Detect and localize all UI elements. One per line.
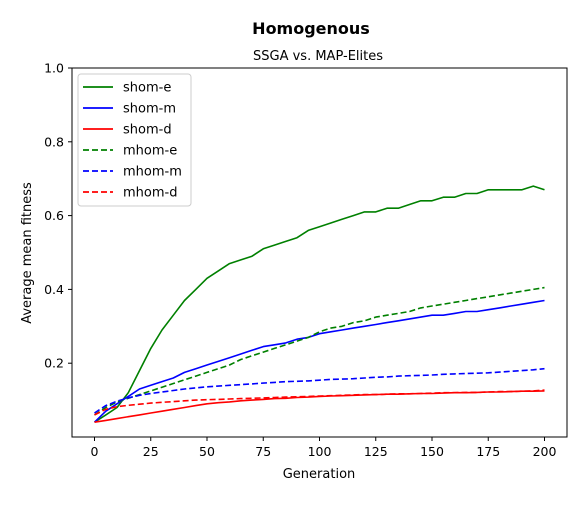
series-line-mhom-d: [94, 389, 545, 416]
series-line-shom-m: [93, 299, 545, 423]
x-axis-label: Generation: [283, 467, 356, 482]
legend-label-mhom-e: mhom-e: [123, 144, 177, 159]
x-tick-label: 175: [476, 444, 500, 459]
x-tick-label: 100: [308, 444, 332, 459]
x-tick-label: 0: [91, 444, 99, 459]
y-tick-label: 0.4: [44, 282, 64, 297]
legend-box: [77, 73, 192, 207]
legend-label-shom-e: shom-e: [123, 81, 171, 96]
legend-label-shom-d: shom-d: [123, 123, 172, 138]
x-tick-label: 125: [364, 444, 388, 459]
x-tick-label: 150: [420, 444, 444, 459]
legend-label-mhom-d: mhom-d: [123, 186, 177, 201]
y-tick-label: 1.0: [44, 61, 64, 76]
x-tick-label: 200: [533, 444, 557, 459]
y-axis-label: Average mean fitness: [20, 182, 35, 324]
series-layer: [93, 185, 545, 423]
x-tick-label: 50: [199, 444, 215, 459]
series-line-shom-e: [94, 185, 545, 423]
legend: shom-e shom-m shom-d mhom-e mhom-m mhom-d: [77, 73, 192, 207]
x-tick-label: 75: [255, 444, 271, 459]
legend-label-mhom-m: mhom-m: [123, 165, 182, 180]
y-tick-label: 0.8: [44, 134, 64, 149]
legend-label-shom-m: shom-m: [123, 102, 176, 117]
chart-title: Homogenous: [252, 19, 370, 38]
y-axis: 0.2 0.4 0.6 0.8 1.0: [44, 61, 72, 371]
x-tick-label: 25: [143, 444, 159, 459]
chart-subtitle: SSGA vs. MAP-Elites: [253, 49, 383, 64]
series-line-mhom-m: [94, 367, 545, 414]
y-tick-label: 0.6: [44, 208, 64, 223]
y-tick-label: 0.2: [44, 356, 64, 371]
series-line-mhom-e: [94, 286, 545, 416]
x-axis: 0 25 50 75 100 125 150 175 200: [91, 437, 557, 459]
